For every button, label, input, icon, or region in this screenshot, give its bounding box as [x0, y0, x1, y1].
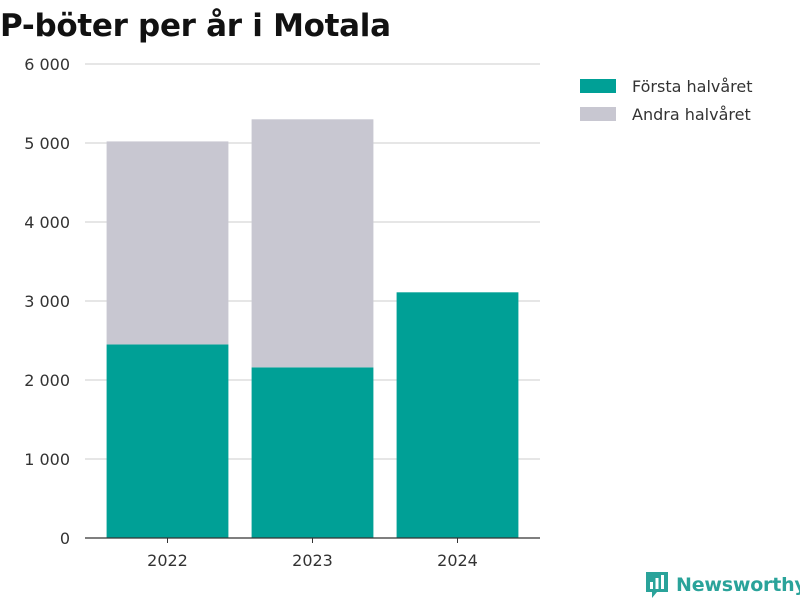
- x-tick-label: 2024: [437, 551, 478, 570]
- legend-swatch-second-half: [580, 107, 616, 121]
- legend-swatch-first-half: [580, 79, 616, 93]
- y-tick-label: 4 000: [24, 213, 70, 232]
- bar-2023-series-0: [251, 367, 374, 538]
- y-tick-labels: 0 1 000 2 000 3 000 4 000 5 000 6 000: [24, 55, 70, 548]
- bar-2023-series-1: [251, 119, 374, 368]
- bar-2022-series-1: [106, 141, 229, 345]
- y-tick-label: 3 000: [24, 292, 70, 311]
- bars: [106, 119, 519, 538]
- legend-label-first-half: Första halvåret: [632, 76, 753, 96]
- y-tick-label: 0: [60, 529, 70, 548]
- legend-item-first-half: Första halvåret: [580, 74, 753, 98]
- bar-2022-series-0: [106, 344, 229, 538]
- x-tick-label: 2023: [292, 551, 333, 570]
- y-tick-label: 6 000: [24, 55, 70, 74]
- newsworthy-logo-icon: [646, 572, 668, 598]
- brand-label: Newsworthy: [676, 574, 800, 596]
- legend-item-second-half: Andra halvåret: [580, 102, 753, 126]
- y-tick-label: 1 000: [24, 450, 70, 469]
- x-tick-label: 2022: [147, 551, 188, 570]
- chart-title: P-böter per år i Motala: [0, 8, 391, 44]
- legend: Första halvåret Andra halvåret: [580, 74, 753, 130]
- y-tick-label: 2 000: [24, 371, 70, 390]
- y-tick-label: 5 000: [24, 134, 70, 153]
- brand-logo: Newsworthy: [644, 570, 800, 600]
- x-tick-labels: 2022 2023 2024: [147, 538, 478, 570]
- bar-2024-series-0: [396, 292, 519, 538]
- legend-label-second-half: Andra halvåret: [632, 104, 751, 124]
